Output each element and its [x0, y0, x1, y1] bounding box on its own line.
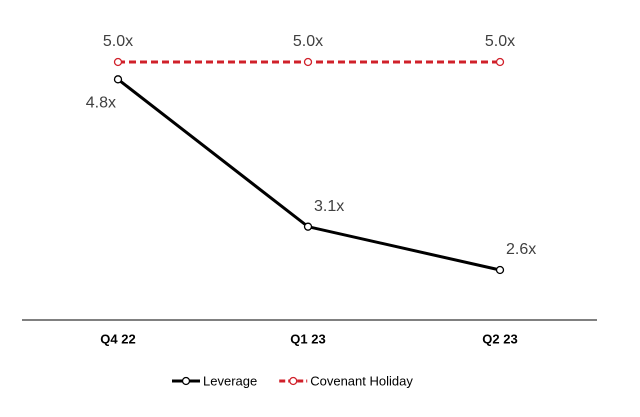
legend-label: Leverage [203, 373, 257, 388]
point-marker [303, 222, 313, 231]
point-marker [495, 265, 505, 275]
legend-marker [289, 376, 298, 386]
value-label: 5.0x [293, 33, 323, 50]
legend-label: Covenant Holiday [310, 373, 413, 388]
series-line [117, 78, 501, 272]
point-marker [495, 57, 505, 67]
value-label: 5.0x [485, 33, 515, 50]
point-marker [303, 57, 313, 67]
value-label: 3.1x [314, 198, 344, 215]
x-tick-label: Q4 22 [100, 331, 135, 346]
value-label: 2.6x [506, 241, 536, 258]
legend-marker [181, 376, 191, 386]
point-marker [113, 57, 123, 67]
value-label: 5.0x [103, 33, 133, 50]
point-marker [113, 75, 123, 84]
x-tick-label: Q1 23 [290, 331, 325, 346]
value-label: 4.8x [86, 95, 116, 112]
x-tick-label: Q2 23 [482, 331, 517, 346]
